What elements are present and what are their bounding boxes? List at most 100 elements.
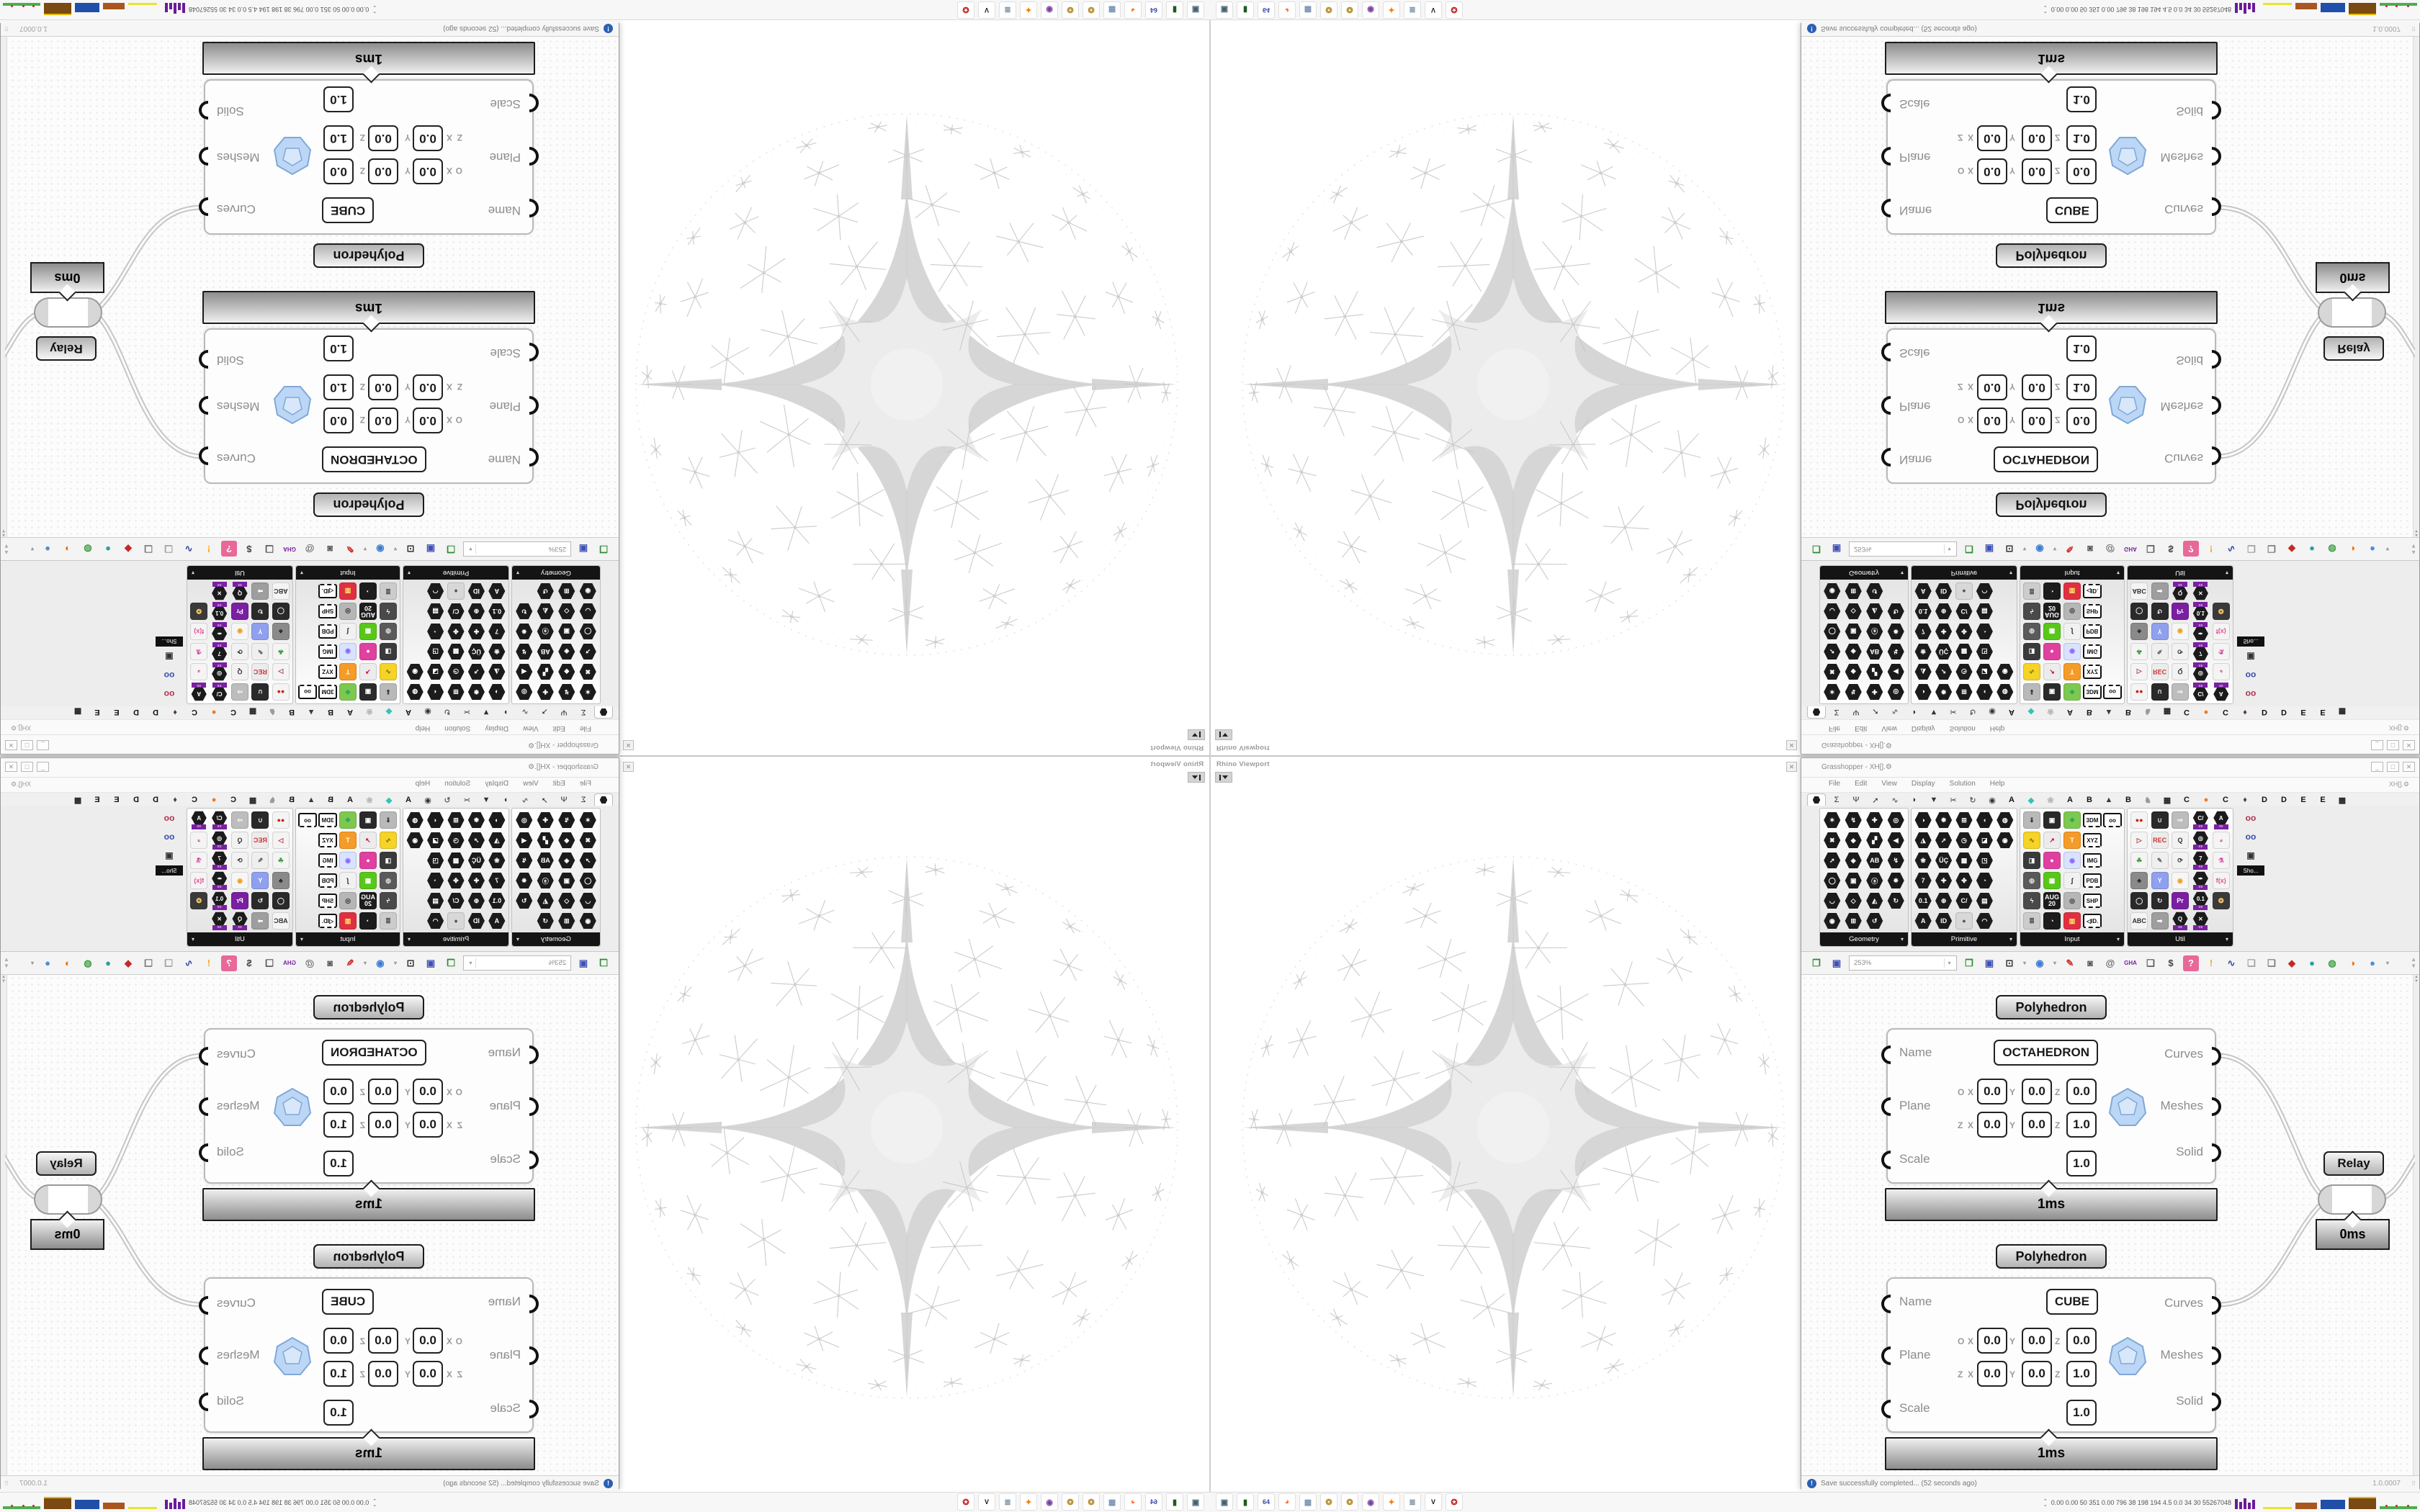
open-file-button[interactable]: ❐ [1965,544,1973,555]
ribbon-icon[interactable]: ☘ [2130,643,2148,660]
rhino-viewport[interactable]: Rhino Viewport ✕ [0,0,1210,756]
ribbon-icon[interactable]: ◉ [1996,663,2014,680]
ribbon-icon[interactable]: XYZ [2083,833,2102,847]
save-file-button[interactable]: ▣ [426,957,436,968]
tab-letter-0[interactable]: A [2009,796,2015,804]
ribbon-icon[interactable]: ∿ [380,832,397,849]
menu-edit[interactable]: Edit [552,780,565,788]
viewport-collapse-button[interactable] [1188,772,1205,783]
owl-app-icon[interactable]: ◉ [1041,1493,1058,1511]
scale-value-field[interactable]: 1.0 [323,336,354,361]
ribbon-icon[interactable]: ◕ [190,832,208,849]
ribbon-icon[interactable]: ⇓ [380,811,397,829]
maximize-button[interactable]: □ [21,740,33,750]
ribbon-icon[interactable]: IMG [2083,853,2102,868]
tab-icon-8[interactable]: ↻ [444,796,451,805]
ribbon-icon[interactable]: ◇ [1845,603,1862,620]
ribbon-icon[interactable]: ⇨ [231,683,249,701]
plane-oz-field[interactable]: 0.0 [323,1079,354,1104]
cluster-button[interactable]: ❑ [2247,544,2256,555]
ribbon-icon[interactable]: f(x) [190,623,208,640]
disk64-app-icon[interactable]: 64 [1145,1,1162,19]
ribbon-icon[interactable]: IMG [318,853,337,868]
plane-ox-field[interactable]: 0.0 [1977,158,2007,184]
ribbon-icon[interactable]: ♣ [272,623,290,640]
name-value-field[interactable]: OCTAHEDRON [322,446,426,472]
ribbon-icon[interactable]: ☘ [272,643,290,660]
tab-icon-7[interactable]: ✂ [1950,796,1957,805]
ribbon-icon[interactable]: ↗ [2043,832,2061,849]
zoom-select[interactable]: 253% ▾ [463,541,571,557]
system-monitor-icon[interactable]: ▣ [1187,1493,1204,1511]
ribbon-icon[interactable]: ⇓ [2023,811,2040,829]
output-connector-solid[interactable] [2212,1392,2221,1411]
zoom-extents-button[interactable]: ⊡ [406,544,415,555]
tab-letter-5[interactable]: ▲ [307,708,315,716]
ribbon-icon[interactable]: ◉ [2063,852,2081,869]
caret-3[interactable]: ▾ [31,960,35,966]
component-title-plate[interactable]: Polyhedron [1996,1244,2107,1269]
ribbon-icon[interactable]: ◕ [190,663,208,680]
minimize-button[interactable]: _ [2371,740,2383,750]
gha-assembly-button[interactable]: GHA [2124,960,2137,966]
ribbon-icon[interactable]: ❂ [190,892,208,909]
rhino-viewport[interactable]: Rhino Viewport ✕ [0,756,1210,1512]
plane-oz-field[interactable]: 0.0 [2066,158,2097,184]
ribbon-icon[interactable]: REC [2151,663,2169,680]
tab-letter-13[interactable]: D [153,796,158,804]
package-app-icon[interactable]: ▮ [1166,1,1183,19]
ribbon-icon[interactable]: ▩ [447,643,465,660]
ribbon-icon[interactable]: f(x) [2212,872,2230,889]
ribbon-icon[interactable]: ➡ [2151,582,2169,600]
tab-icon-6[interactable]: ▼ [482,796,490,804]
menu-solution[interactable]: Solution [444,724,471,732]
panel-label-primitive[interactable]: Primitive ▾ [403,932,508,946]
tab-icon-9[interactable]: ◉ [1989,796,1996,805]
ribbon-icon[interactable]: A [1914,912,1932,930]
ball-blue[interactable]: ● [45,958,50,968]
ribbon-icon[interactable]: ✎ [2151,643,2169,660]
tab-letter-12[interactable]: ♦ [173,796,177,804]
ribbon-icon[interactable]: ÜÇ [467,852,485,869]
tab-letter-3[interactable]: A [2067,796,2073,804]
plane-oz-field[interactable]: 0.0 [323,158,354,184]
ribbon-icon[interactable]: C/ [447,603,465,620]
ribbon-icon[interactable]: ◉ [406,663,424,680]
panel-label-primitive[interactable]: Primitive ▾ [403,566,508,580]
component-body[interactable]: Name Plane Scale Curves Meshes Solid CUB… [1881,79,2221,235]
ribbon-icon[interactable]: ◷ [1955,832,1973,849]
ribbon-icon[interactable]: ↺ [1866,582,1883,600]
script-at-button[interactable]: @ [305,958,315,968]
component-title-plate[interactable]: Polyhedron [1996,995,2107,1020]
input-connector-plane[interactable] [1881,1346,1891,1365]
calculator-icon[interactable]: ▦ [1299,1,1317,19]
resize-grip-icon[interactable]: ⠿ [2411,25,2416,32]
open-file-button[interactable]: ❐ [447,544,455,555]
ribbon-icon[interactable]: ◨ [2023,852,2040,869]
tab-letter-14[interactable]: D [2281,796,2287,804]
ribbon-icon[interactable]: ⊞ [558,912,575,930]
ribbon-icon[interactable]: ◖ [1976,811,1993,829]
ribbon-icon[interactable]: ❀ [488,643,506,660]
tab-letter-15[interactable]: E [114,708,120,716]
bake-button[interactable]: ❑ [144,544,153,555]
ribbon-icon[interactable]: ◎ [339,603,357,620]
caret-1[interactable]: ▾ [2022,960,2026,966]
ribbon-icon[interactable]: ⓐ [1866,872,1883,889]
tab-letter-5[interactable]: ▲ [307,796,315,804]
tab-icon-0[interactable] [594,793,613,806]
ribbon-icon[interactable]: ϟ [2023,892,2040,909]
menu-solution[interactable]: Solution [444,780,471,788]
ribbon-icon[interactable]: AUG 20 [2043,892,2061,909]
ribbon-icon[interactable]: ↻ [251,892,269,909]
window-button[interactable]: ❏ [265,957,274,968]
ribbon-icon[interactable]: ↯ [1845,683,1862,701]
ribbon-icon[interactable]: ▷ [272,832,290,849]
hint-bulb-button[interactable]: ! [2209,544,2213,554]
minimize-button[interactable]: _ [2371,762,2383,772]
ribbon-icon[interactable]: ◡ [579,892,596,909]
ribbon-icon[interactable]: ▩ [1955,852,1973,869]
ribbon-icon[interactable]: ✕ ≡x [210,582,229,600]
projector-icon[interactable]: ▣ [165,652,174,662]
ribbon-icon[interactable]: ⊞ [447,683,465,701]
